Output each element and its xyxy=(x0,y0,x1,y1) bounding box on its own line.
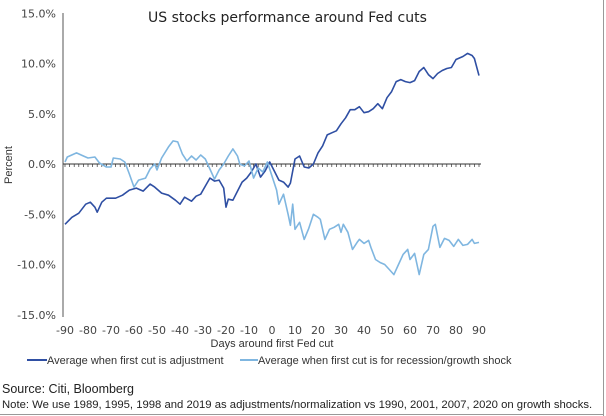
x-tick-label: -20 xyxy=(217,324,235,337)
y-tick-label: 15.0% xyxy=(21,7,56,20)
series-line-adjustment xyxy=(64,52,480,225)
x-tick-label: -90 xyxy=(56,324,74,337)
source-text: Source: Citi, Bloomberg xyxy=(2,382,135,396)
x-tick-label: 60 xyxy=(403,324,417,337)
y-axis-label: Percent xyxy=(3,146,15,184)
x-tick-label: 90 xyxy=(472,324,486,337)
x-tick-label: -40 xyxy=(171,324,189,337)
frame-border xyxy=(603,0,604,416)
x-tick-label: 70 xyxy=(426,324,440,337)
y-tick-label: -15.0% xyxy=(17,309,56,322)
y-tick-label: 0.0% xyxy=(28,158,56,171)
chart-title: US stocks performance around Fed cuts xyxy=(148,10,427,26)
x-tick-label: -60 xyxy=(125,324,143,337)
x-tick-label: -70 xyxy=(102,324,120,337)
x-tick-label: 80 xyxy=(449,324,463,337)
legend-label-recession: Average when first cut is for recession/… xyxy=(258,355,512,367)
frame-border-bottom xyxy=(0,414,604,415)
x-tick-label: 20 xyxy=(311,324,325,337)
x-tick-label: 50 xyxy=(380,324,394,337)
x-tick-label: 10 xyxy=(288,324,302,337)
x-tick-label: 40 xyxy=(357,324,371,337)
x-tick-label: -10 xyxy=(240,324,258,337)
x-tick-label: 30 xyxy=(334,324,348,337)
series-line-recession xyxy=(64,140,480,276)
y-tick-label: 10.0% xyxy=(21,58,56,71)
note-text: Note: We use 1989, 1995, 1998 and 2019 a… xyxy=(2,399,593,411)
x-tick-label: -80 xyxy=(79,324,97,337)
x-tick-label: -30 xyxy=(194,324,212,337)
x-tick-label: -50 xyxy=(148,324,166,337)
y-tick-label: -5.0% xyxy=(24,208,56,221)
x-tick-label: 0 xyxy=(269,324,276,337)
y-tick-label: 5.0% xyxy=(28,108,56,121)
x-axis-label: Days around first Fed cut xyxy=(211,338,334,350)
legend: Average when first cut is adjustment Ave… xyxy=(27,355,512,367)
y-tick-label: -10.0% xyxy=(17,259,56,272)
legend-label-adjustment: Average when first cut is adjustment xyxy=(47,355,224,367)
